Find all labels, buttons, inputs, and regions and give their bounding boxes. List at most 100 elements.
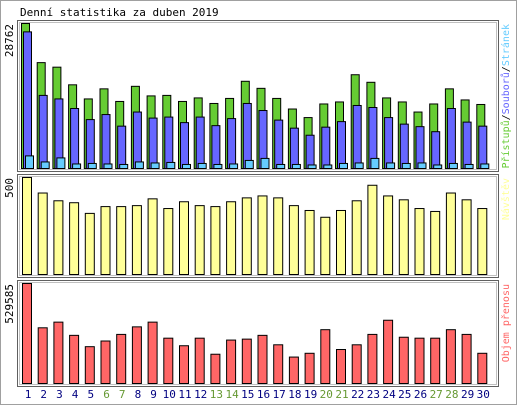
bar (241, 197, 252, 275)
bar (100, 206, 111, 276)
bar (321, 126, 331, 170)
bar (354, 162, 364, 169)
panel-2: 500 Návštěv (3, 174, 512, 278)
legend-entry: Stránek (500, 24, 512, 66)
bar (84, 346, 95, 384)
bar (383, 319, 394, 384)
bar (194, 205, 205, 276)
bar (448, 162, 458, 170)
x-tick-label: 9 (150, 388, 157, 401)
bar (477, 352, 488, 384)
bar (433, 164, 443, 170)
x-tick-label: 16 (257, 388, 270, 401)
bar (320, 216, 331, 276)
x-tick-label: 8 (135, 388, 142, 401)
bar (70, 108, 80, 170)
bar (69, 334, 80, 384)
bar (229, 163, 239, 170)
bar (194, 337, 205, 384)
bar (211, 125, 221, 170)
x-tick-label: 20 (320, 388, 333, 401)
bar (72, 163, 82, 170)
bar (241, 338, 252, 385)
chart-title: Denní statistika za duben 2019 (20, 6, 219, 19)
bar (417, 162, 427, 169)
x-tick-label: 2 (40, 388, 47, 401)
bar (288, 205, 299, 276)
y-axis-max-label: 28762 (3, 24, 16, 57)
bar (273, 197, 284, 275)
x-tick-label: 17 (273, 388, 286, 401)
bar (415, 126, 425, 169)
x-tick-label: 30 (477, 388, 490, 401)
bar (38, 94, 48, 169)
bar (134, 161, 144, 169)
bar (53, 200, 64, 275)
x-tick-label: 19 (304, 388, 317, 401)
bar (320, 329, 331, 384)
x-tick-label: 29 (461, 388, 474, 401)
legend-separator: / (501, 66, 512, 72)
series-3 (25, 155, 490, 170)
bar (164, 116, 174, 170)
bar (384, 117, 394, 169)
bar (305, 134, 315, 169)
bar (179, 201, 189, 275)
bar (100, 340, 111, 385)
panel-inner-border (19, 282, 497, 385)
bar (276, 163, 286, 170)
x-tick-label: 24 (382, 388, 396, 401)
bar (257, 195, 268, 275)
bar (414, 208, 425, 275)
bar (461, 199, 472, 275)
bar (446, 108, 456, 170)
bar (274, 119, 284, 169)
bar (132, 111, 142, 170)
bar (195, 116, 205, 170)
bar (352, 104, 362, 169)
x-tick-label: 12 (194, 388, 207, 401)
bar (367, 184, 378, 275)
series-2 (23, 31, 488, 170)
bar (147, 321, 158, 385)
x-tick-label: 25 (398, 388, 411, 401)
bar (367, 333, 378, 385)
bar (53, 321, 64, 385)
bar (163, 337, 174, 384)
bar (227, 118, 237, 170)
bar (182, 163, 191, 170)
bar (147, 198, 158, 275)
bar (370, 157, 380, 169)
bar (398, 199, 409, 275)
bar (431, 131, 441, 169)
bar (401, 162, 411, 170)
x-tick-label: 11 (178, 388, 191, 401)
bar (477, 208, 488, 275)
legend: Přístupů/Souborů/Stránek (500, 24, 512, 169)
bar (339, 162, 348, 170)
panel-inner-border (19, 176, 497, 276)
bar (23, 31, 32, 169)
bar (304, 352, 315, 384)
bar (244, 159, 254, 170)
bar (166, 161, 176, 169)
bar (37, 327, 48, 385)
bar (150, 162, 160, 169)
bar (179, 345, 189, 385)
bar (180, 122, 189, 169)
bar (304, 209, 315, 275)
y-axis-max-label: 500 (3, 178, 16, 198)
panel-inner-border (19, 22, 497, 170)
series-1 (22, 177, 488, 276)
bar (336, 209, 346, 275)
bar (56, 157, 66, 170)
x-tick-label: 13 (210, 388, 223, 401)
x-tick-label: 4 (72, 388, 79, 401)
legend: Návštěv (500, 178, 512, 220)
series-1 (22, 283, 488, 385)
bar (116, 333, 127, 385)
legend-entry: Objem přenosu (500, 284, 512, 362)
bar (383, 195, 394, 275)
